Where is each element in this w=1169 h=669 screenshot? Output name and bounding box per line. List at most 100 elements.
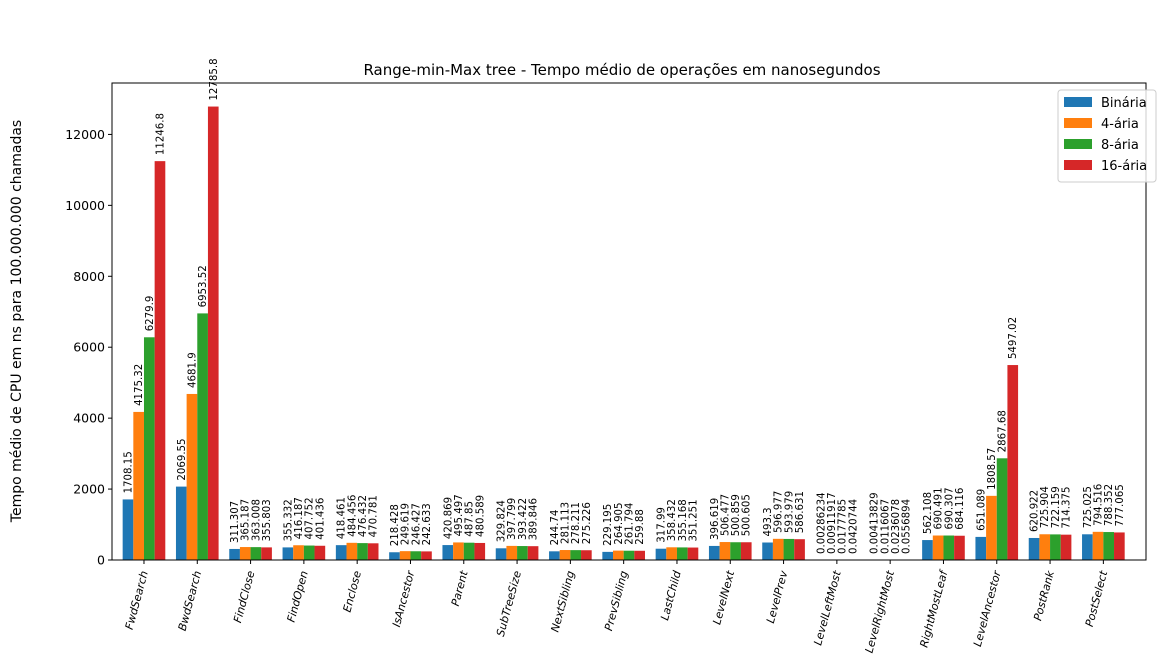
x-tick-label: LevelAncestor	[971, 568, 1004, 648]
plot-frame	[111, 82, 1147, 561]
bar	[954, 535, 965, 560]
bar-value-label: 500.859	[731, 494, 742, 536]
x-tick-label: SubTreeSize	[494, 569, 524, 638]
bar	[986, 495, 997, 560]
x-tick-label: RightMostLeaf	[917, 567, 950, 648]
bar-value-label: 393.422	[518, 498, 529, 540]
bar	[794, 539, 805, 560]
bar-value-label: 355.332	[283, 499, 294, 541]
bar-value-label: 0.00286234	[816, 492, 827, 554]
bar-value-label: 777.065	[1115, 484, 1126, 526]
bar-value-label: 500.605	[742, 494, 753, 536]
bar	[367, 543, 379, 560]
x-tick-label: LevelPrev	[764, 569, 791, 625]
bar	[772, 538, 784, 560]
bar	[740, 542, 752, 560]
bar	[421, 551, 432, 560]
bar	[229, 548, 240, 560]
bar	[303, 545, 315, 560]
bar-value-label: 651.089	[976, 489, 987, 531]
bar-value-label: 281.113	[561, 502, 572, 544]
bar-value-label: 365.187	[241, 499, 252, 541]
bar	[1007, 365, 1019, 560]
x-tick-label: FindClose	[231, 569, 257, 624]
bar	[517, 546, 528, 560]
bar-value-label: 1708.15	[123, 451, 134, 493]
bar-value-label: 275.226	[582, 502, 593, 544]
x-tick-label: PostRank	[1031, 569, 1057, 622]
bar-value-label: 416.187	[294, 497, 305, 539]
bar-value-label: 487.85	[465, 501, 476, 537]
bar-value-label: 278.211	[571, 502, 582, 544]
bar-value-label: 261.794	[625, 503, 636, 545]
bar	[239, 547, 251, 560]
x-tick-label: BwdSearch	[176, 569, 204, 632]
bar-value-label: 2867.68	[998, 410, 1009, 452]
y-tick-label: 8000	[73, 269, 105, 284]
bar-value-label: 355.168	[678, 499, 689, 541]
bar	[1082, 534, 1093, 560]
x-tick-label: NextSibling	[548, 569, 577, 633]
bar	[335, 545, 347, 560]
legend-label: 4-ária	[1101, 117, 1139, 132]
bar	[932, 535, 944, 560]
bar	[399, 551, 411, 560]
bar	[1028, 537, 1040, 560]
bar-value-label: 264.905	[614, 502, 625, 544]
bar	[975, 536, 987, 560]
bar	[495, 548, 507, 560]
x-tick-label: LevelLeftMost	[811, 569, 844, 647]
bar	[666, 547, 677, 560]
bar	[463, 542, 475, 560]
bar-value-label: 418.461	[337, 497, 348, 539]
bar	[634, 550, 645, 560]
bar	[549, 551, 560, 560]
bar	[346, 542, 358, 560]
bar-value-label: 1808.57	[987, 448, 998, 490]
x-tick-label: PrevSibling	[602, 569, 630, 632]
bar-value-label: 0.0420744	[848, 499, 859, 554]
bar	[357, 543, 368, 560]
x-tick-label: Enclose	[341, 569, 365, 613]
bar	[1060, 534, 1072, 560]
bar	[559, 550, 571, 560]
bar-value-label: 495.497	[454, 494, 465, 536]
x-tick-label: IsAncestor	[390, 568, 418, 628]
bar-value-label: 690.307	[944, 487, 955, 529]
bar-value-label: 355.803	[262, 499, 273, 541]
bar-value-label: 6279.9	[145, 296, 156, 332]
bar-value-label: 229.195	[603, 504, 614, 546]
bar-value-label: 493.3	[763, 507, 774, 536]
bar-value-label: 317.99	[656, 507, 667, 543]
bar	[207, 106, 219, 561]
y-tick-label: 6000	[73, 340, 105, 355]
bar-value-label: 593.979	[784, 491, 795, 533]
bar-value-label: 596.977	[774, 491, 785, 533]
bar-value-label: 470.781	[369, 495, 380, 537]
bar	[410, 551, 422, 560]
bar-value-label: 0.0116067	[880, 499, 891, 554]
bar-value-label: 389.846	[529, 498, 540, 540]
bar	[122, 499, 134, 560]
bar-value-label: 401.436	[315, 498, 326, 540]
legend-swatch	[1064, 97, 1092, 107]
bar	[282, 547, 294, 560]
legend-swatch	[1064, 118, 1092, 128]
bar	[602, 551, 614, 560]
bar-value-label: 620.922	[1030, 490, 1041, 532]
legend-swatch	[1064, 139, 1092, 149]
bar-value-label: 351.251	[688, 499, 699, 541]
bar	[143, 337, 155, 560]
legend: Binária 4-ária 8-ária 16-ária	[1057, 89, 1157, 183]
bar-value-label: 4175.32	[134, 364, 145, 406]
bar	[623, 550, 635, 560]
legend-label: 16-ária	[1101, 159, 1147, 174]
bar-value-label: 788.352	[1104, 484, 1115, 526]
bar-value-label: 714.375	[1062, 487, 1073, 529]
x-tick-label: FindOpen	[285, 569, 311, 623]
x-tick-label: FwdSearch	[123, 569, 151, 631]
bar	[154, 161, 166, 560]
y-tick-label: 0	[97, 553, 105, 568]
bar-value-label: 329.824	[497, 500, 508, 542]
